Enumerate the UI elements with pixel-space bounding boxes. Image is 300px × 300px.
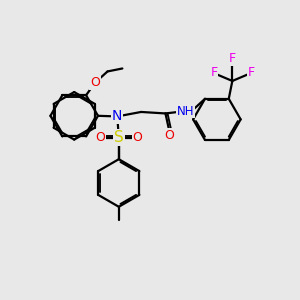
Text: O: O — [165, 129, 175, 142]
Text: F: F — [210, 65, 218, 79]
Text: O: O — [132, 131, 142, 144]
Text: F: F — [229, 52, 236, 65]
Text: O: O — [95, 131, 105, 144]
Text: F: F — [248, 65, 255, 79]
Text: N: N — [112, 110, 122, 123]
Text: S: S — [114, 130, 124, 145]
Text: NH: NH — [177, 105, 194, 118]
Text: O: O — [90, 76, 100, 89]
